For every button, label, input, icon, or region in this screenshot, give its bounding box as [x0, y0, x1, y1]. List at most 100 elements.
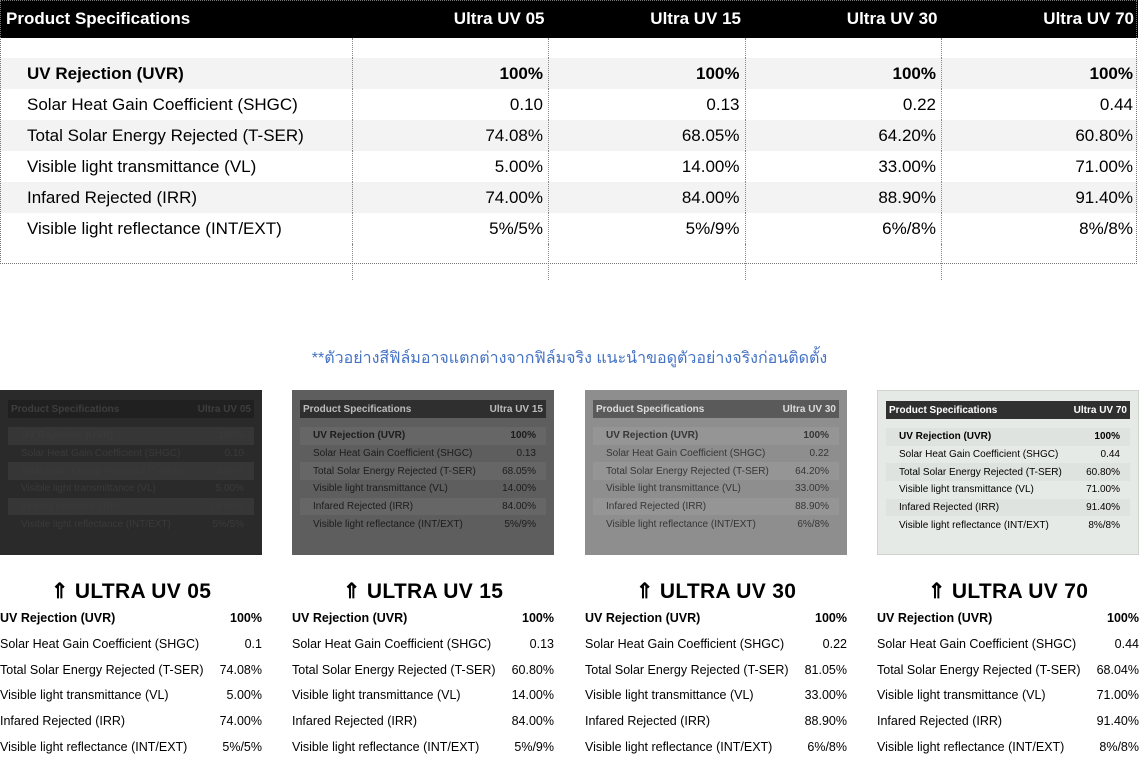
detail-row: Total Solar Energy Rejected (T-SER) 68.04…: [877, 658, 1139, 684]
detail-row: Visible light reflectance (INT/EXT) 8%/8%: [877, 735, 1139, 761]
detail-row-label: Visible light transmittance (VL): [292, 688, 461, 703]
cell-value: 71.00%: [941, 151, 1138, 182]
sample-row-label: Visible light transmittance (VL): [21, 483, 156, 495]
detail-row-value: 0.22: [822, 636, 847, 651]
detail-row: Solar Heat Gain Coefficient (SHGC) 0.1: [0, 632, 262, 658]
detail-row-label: Solar Heat Gain Coefficient (SHGC): [877, 636, 1077, 651]
detail-row-value: 60.80%: [511, 662, 554, 677]
detail-row: Infared Rejected (IRR) 84.00%: [292, 709, 554, 735]
detail-row-value: 88.90%: [804, 714, 847, 729]
sample-row: Total Solar Energy Rejected (T-SER) 64.20…: [593, 462, 839, 481]
detail-title: ⇑ ULTRA UV 15: [342, 580, 504, 603]
detail-row-value: 100%: [815, 611, 847, 625]
sample-row-value: 60.80%: [1086, 466, 1120, 478]
sample-row-value: 74.08%: [210, 465, 244, 477]
detail-row-value: 5.00%: [226, 688, 262, 703]
sample-row: Visible light reflectance (INT/EXT) 5%/5%: [8, 515, 254, 533]
sample-row-value: 91.40%: [1086, 502, 1120, 514]
sample-row-label: UV Rejection (UVR): [21, 430, 114, 442]
detail-row: Infared Rejected (IRR) 88.90%: [585, 709, 847, 735]
detail-title: ⇑ ULTRA UV 70: [927, 580, 1089, 603]
sample-row: UV Rejection (UVR) 100%: [886, 428, 1130, 446]
film-sample-ultra-uv-15: Product Specifications Ultra UV 15 UV Re…: [292, 390, 554, 555]
sample-row-value: 100%: [803, 430, 829, 442]
sample-row-label: Solar Heat Gain Coefficient (SHGC): [21, 448, 181, 460]
sample-row-value: 0.44: [1100, 449, 1120, 461]
header-ultra-uv-30: Ultra UV 30: [745, 0, 942, 38]
sample-row: Visible light transmittance (VL) 5.00%: [8, 480, 254, 498]
detail-row: UV Rejection (UVR) 100%: [0, 606, 262, 632]
detail-row-value: 14.00%: [511, 688, 554, 703]
detail-ultra-uv-05: ⇑ ULTRA UV 05 UV Rejection (UVR) 100% Sol…: [0, 578, 262, 761]
sample-row-value: 5.00%: [215, 483, 244, 495]
detail-row-label: Visible light reflectance (INT/EXT): [0, 739, 188, 754]
detail-row-label: Visible light transmittance (VL): [877, 688, 1046, 703]
sample-row-label: Total Solar Energy Rejected (T-SER): [899, 466, 1062, 478]
detail-row: Visible light reflectance (INT/EXT) 5%/9%: [292, 735, 554, 761]
detail-row-value: 6%/8%: [807, 739, 847, 754]
sample-row-value: 8%/8%: [1088, 519, 1120, 531]
sample-row-value: 100%: [1094, 431, 1120, 443]
sample-row-value: 88.90%: [795, 501, 829, 513]
detail-row-value: 91.40%: [1096, 714, 1139, 729]
header-ultra-uv-15: Ultra UV 15: [548, 0, 745, 38]
sample-header: Product Specifications Ultra UV 05: [8, 400, 254, 418]
detail-row-value: 74.00%: [219, 714, 262, 729]
detail-title: ⇑ ULTRA UV 30: [635, 580, 797, 603]
sample-row-label: Total Solar Energy Rejected (T-SER): [21, 465, 184, 477]
detail-row: UV Rejection (UVR) 100%: [585, 606, 847, 632]
detail-row-label: Infared Rejected (IRR): [292, 714, 418, 729]
cell-value: 14.00%: [548, 151, 745, 182]
sample-row: Solar Heat Gain Coefficient (SHGC) 0.44: [886, 446, 1130, 464]
detail-row-label: Infared Rejected (IRR): [585, 714, 711, 729]
sample-row-value: 100%: [510, 430, 536, 442]
table-row: Total Solar Energy Rejected (T-SER) 74.0…: [0, 120, 1138, 151]
sample-row: Visible light reflectance (INT/EXT) 6%/8%: [593, 515, 839, 533]
cell-value: 68.05%: [548, 120, 745, 151]
detail-row-label: UV Rejection (UVR): [292, 611, 408, 625]
header-ultra-uv-70: Ultra UV 70: [941, 0, 1138, 38]
detail-row: Infared Rejected (IRR) 91.40%: [877, 709, 1139, 735]
sample-row: Infared Rejected (IRR) 74.00%: [8, 497, 254, 516]
sample-row-label: UV Rejection (UVR): [606, 430, 699, 442]
cell-value: 100%: [744, 58, 942, 89]
row-label: Visible light transmittance (VL): [27, 156, 257, 176]
detail-row-value: 0.44: [1114, 636, 1139, 651]
spec-table: Product Specifications Ultra UV 05 Ultra…: [0, 0, 1138, 280]
sample-row-value: 5%/5%: [212, 518, 244, 530]
detail-row-label: Infared Rejected (IRR): [877, 714, 1003, 729]
cell-value: 74.08%: [351, 120, 549, 151]
detail-row-label: Total Solar Energy Rejected (T-SER): [877, 662, 1081, 677]
sample-header-title: Product Specifications: [303, 403, 412, 415]
detail-row-value: 0.1: [244, 636, 262, 651]
sample-row: Solar Heat Gain Coefficient (SHGC) 0.10: [8, 445, 254, 463]
detail-row-value: 81.05%: [804, 662, 847, 677]
detail-row-label: Visible light reflectance (INT/EXT): [877, 739, 1065, 754]
sample-row-label: UV Rejection (UVR): [899, 431, 992, 443]
sample-row: Visible light transmittance (VL) 14.00%: [300, 480, 546, 498]
sample-row-value: 0.22: [809, 448, 829, 460]
sample-row: Visible light transmittance (VL) 33.00%: [593, 480, 839, 498]
sample-row: Visible light reflectance (INT/EXT) 5%/9%: [300, 515, 546, 533]
detail-title: ⇑ ULTRA UV 05: [50, 580, 212, 603]
detail-row: Visible light transmittance (VL) 5.00%: [0, 683, 262, 709]
sample-row-value: 6%/8%: [797, 518, 829, 530]
detail-row: UV Rejection (UVR) 100%: [292, 606, 554, 632]
row-label: Solar Heat Gain Coefficient (SHGC): [27, 94, 298, 114]
sample-row-label: Visible light transmittance (VL): [899, 484, 1034, 496]
sample-row-value: 84.00%: [502, 501, 536, 513]
sample-header: Product Specifications Ultra UV 30: [593, 400, 839, 418]
sample-row: UV Rejection (UVR) 100%: [300, 427, 546, 445]
cell-value: 0.10: [351, 89, 549, 120]
detail-row: UV Rejection (UVR) 100%: [877, 606, 1139, 632]
detail-row: Solar Heat Gain Coefficient (SHGC) 0.13: [292, 632, 554, 658]
table-row: Visible light transmittance (VL) 5.00% 1…: [0, 151, 1138, 182]
detail-row-label: Total Solar Energy Rejected (T-SER): [585, 662, 789, 677]
table-row: Infared Rejected (IRR) 74.00% 84.00% 88.…: [0, 182, 1138, 213]
detail-row-value: 74.08%: [219, 662, 262, 677]
sample-row: Infared Rejected (IRR) 91.40%: [886, 498, 1130, 517]
sample-row: Visible light reflectance (INT/EXT) 8%/8%: [886, 516, 1130, 534]
cell-value: 64.20%: [744, 120, 942, 151]
sample-header-title: Product Specifications: [889, 404, 998, 416]
detail-row: Visible light reflectance (INT/EXT) 6%/8%: [585, 735, 847, 761]
